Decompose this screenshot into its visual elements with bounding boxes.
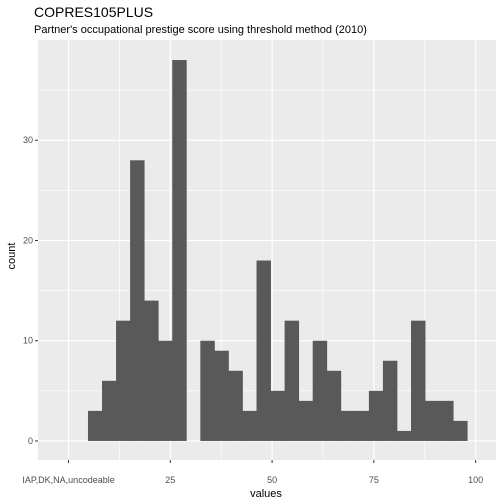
histogram-bar [270, 390, 286, 441]
histogram-bar [172, 60, 187, 441]
histogram-bar [354, 410, 370, 441]
histogram-bar [228, 370, 243, 441]
y-tick-label: 0 [28, 436, 33, 446]
histogram-bar [116, 320, 131, 441]
y-axis-title: count [6, 243, 18, 270]
x-tick-label: 75 [369, 475, 379, 485]
x-tick-label: 50 [267, 475, 277, 485]
chart-subtitle: Partner's occupational prestige score us… [34, 24, 367, 36]
y-axis-ticks: 0 10 20 30 [23, 135, 38, 446]
x-axis-ticks: IAP,DK,NA,uncodeable 25 50 75 100 [22, 460, 483, 485]
histogram-bar [326, 370, 342, 441]
x-tick-label: IAP,DK,NA,uncodeable [22, 475, 114, 485]
histogram-bar [312, 340, 328, 441]
histogram-bar [453, 420, 468, 441]
histogram-bar [396, 430, 412, 441]
histogram-bar [158, 340, 173, 441]
histogram-bar [340, 410, 356, 441]
histogram-bar [87, 410, 103, 441]
y-tick-label: 10 [23, 336, 33, 346]
histogram-bars [87, 60, 468, 441]
histogram-bar [298, 400, 314, 441]
histogram-bar [382, 360, 398, 441]
x-tick-label: 25 [165, 475, 175, 485]
chart-title: COPRES105PLUS [34, 4, 153, 20]
histogram-bar [425, 400, 440, 441]
histogram-bar [102, 380, 117, 441]
histogram-bar [411, 320, 426, 441]
histogram-bar [144, 300, 159, 441]
histogram-bar [256, 260, 271, 441]
histogram-bar [200, 340, 215, 441]
y-tick-label: 20 [23, 235, 33, 245]
x-tick-label: 100 [468, 475, 483, 485]
histogram-bar [242, 410, 257, 441]
histogram-bar [368, 390, 384, 441]
y-tick-label: 30 [23, 135, 33, 145]
histogram-bar [439, 400, 454, 441]
histogram-bar [130, 160, 145, 441]
x-axis-title: values [250, 488, 282, 500]
histogram-bar [284, 320, 300, 441]
histogram-bar [214, 350, 229, 441]
